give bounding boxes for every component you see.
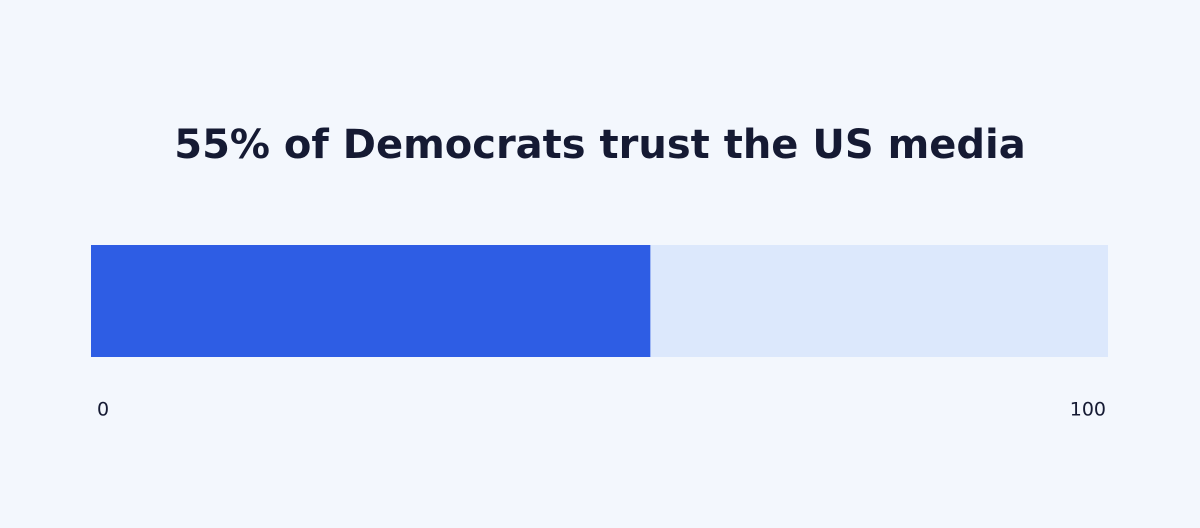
x-tick-label: 0 (97, 399, 109, 421)
bar (91, 245, 651, 357)
chart-title: 55% of Democrats trust the US media (174, 122, 1025, 168)
x-tick-label: 100 (1070, 399, 1106, 421)
